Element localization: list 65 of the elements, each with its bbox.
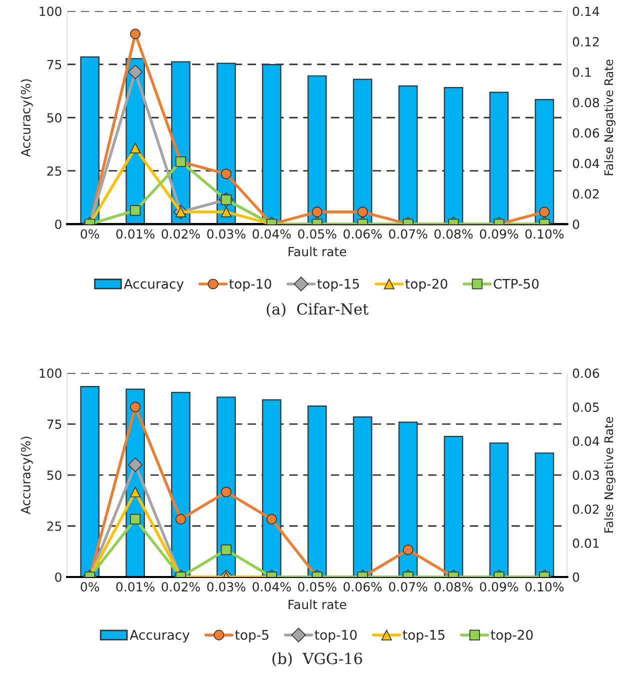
x-tick-label: 0.06% — [344, 229, 382, 239]
x-tick-label: 0.02% — [162, 582, 200, 592]
x-tick-label: 0.03% — [207, 229, 246, 239]
x-tick-label: 0.01% — [116, 582, 154, 592]
y2-tick-label: 0.02 — [572, 504, 599, 514]
x-tick-label: 0% — [80, 229, 100, 239]
x-tick-label: 0.08% — [434, 229, 473, 239]
legend-label: top-20 — [490, 630, 533, 642]
y-tick-label: 75 — [47, 60, 62, 70]
x-tick-label: 0.02% — [162, 229, 200, 239]
legend-label: top-15 — [317, 278, 359, 292]
x-axis-title: Fault rate — [288, 600, 346, 610]
y2-tick-label: 0.14 — [572, 6, 600, 16]
text: (b) VGG-16 — [272, 652, 362, 666]
legend-label: top-5 — [235, 630, 268, 642]
legend-label: top-10 — [314, 630, 357, 642]
legend-label: top-10 — [229, 278, 272, 292]
text: (a) Cifar-Net — [266, 302, 369, 317]
x-tick-label: 0.08% — [434, 582, 473, 592]
y2-tick-label: 0 — [572, 220, 580, 230]
y2-axis-title: False Negative Rate — [604, 60, 616, 176]
y2-tick-label: 0.06 — [572, 128, 600, 138]
y-axis-title: Accuracy(%) — [20, 79, 33, 157]
y2-tick-label: 0.06 — [572, 368, 600, 378]
x-tick-label: 0.03% — [207, 582, 246, 592]
y2-tick-label: 0.12 — [572, 37, 599, 46]
y-tick-label: 100 — [40, 6, 62, 16]
x-tick-label: 0.09% — [480, 229, 518, 239]
y2-tick-label: 0.04 — [572, 436, 600, 446]
y-tick-label: 50 — [47, 470, 62, 480]
y2-tick-label: 0 — [572, 572, 580, 582]
x-axis-title: Fault rate — [288, 246, 346, 256]
y-tick-label: 50 — [47, 113, 62, 123]
y-tick-label: 25 — [47, 521, 62, 531]
y-tick-label: 25 — [47, 166, 62, 176]
x-tick-label: 0.09% — [480, 582, 518, 592]
x-tick-label: 0.10% — [525, 229, 564, 239]
x-tick-label: 0.05% — [298, 229, 336, 239]
y-tick-label: 100 — [40, 368, 62, 378]
y-tick-label: 75 — [47, 420, 62, 429]
x-tick-label: 0.01% — [116, 229, 154, 239]
y2-tick-label: 0.02 — [572, 189, 599, 199]
y2-tick-label: 0.04 — [572, 158, 600, 168]
y-tick-label: 0 — [55, 572, 62, 582]
x-tick-label: 0.04% — [252, 582, 291, 592]
x-tick-label: 0.04% — [252, 229, 291, 239]
y-axis-title: Accuracy(%) — [20, 436, 33, 514]
y2-tick-label: 0.08 — [572, 98, 600, 108]
x-tick-label: 0% — [80, 582, 100, 592]
x-tick-label: 0.10% — [525, 582, 564, 592]
y2-axis-title: False Negative Rate — [604, 417, 616, 532]
y2-tick-label: 0.03 — [572, 470, 599, 480]
x-tick-label: 0.07% — [389, 229, 428, 239]
y2-tick-label: 0.05 — [572, 402, 599, 412]
x-tick-label: 0.06% — [344, 582, 382, 592]
legend-label: CTP-50 — [494, 278, 539, 289]
legend-label: Accuracy — [130, 630, 190, 642]
legend-label: Accuracy — [124, 278, 184, 292]
y-tick-label: 0 — [55, 220, 62, 230]
legend-label: top-20 — [405, 278, 448, 292]
y2-tick-label: 0.1 — [572, 67, 591, 77]
y2-tick-label: 0.01 — [572, 538, 599, 548]
x-tick-label: 0.05% — [298, 582, 336, 592]
legend-label: top-15 — [402, 630, 444, 642]
x-tick-label: 0.07% — [389, 582, 428, 592]
